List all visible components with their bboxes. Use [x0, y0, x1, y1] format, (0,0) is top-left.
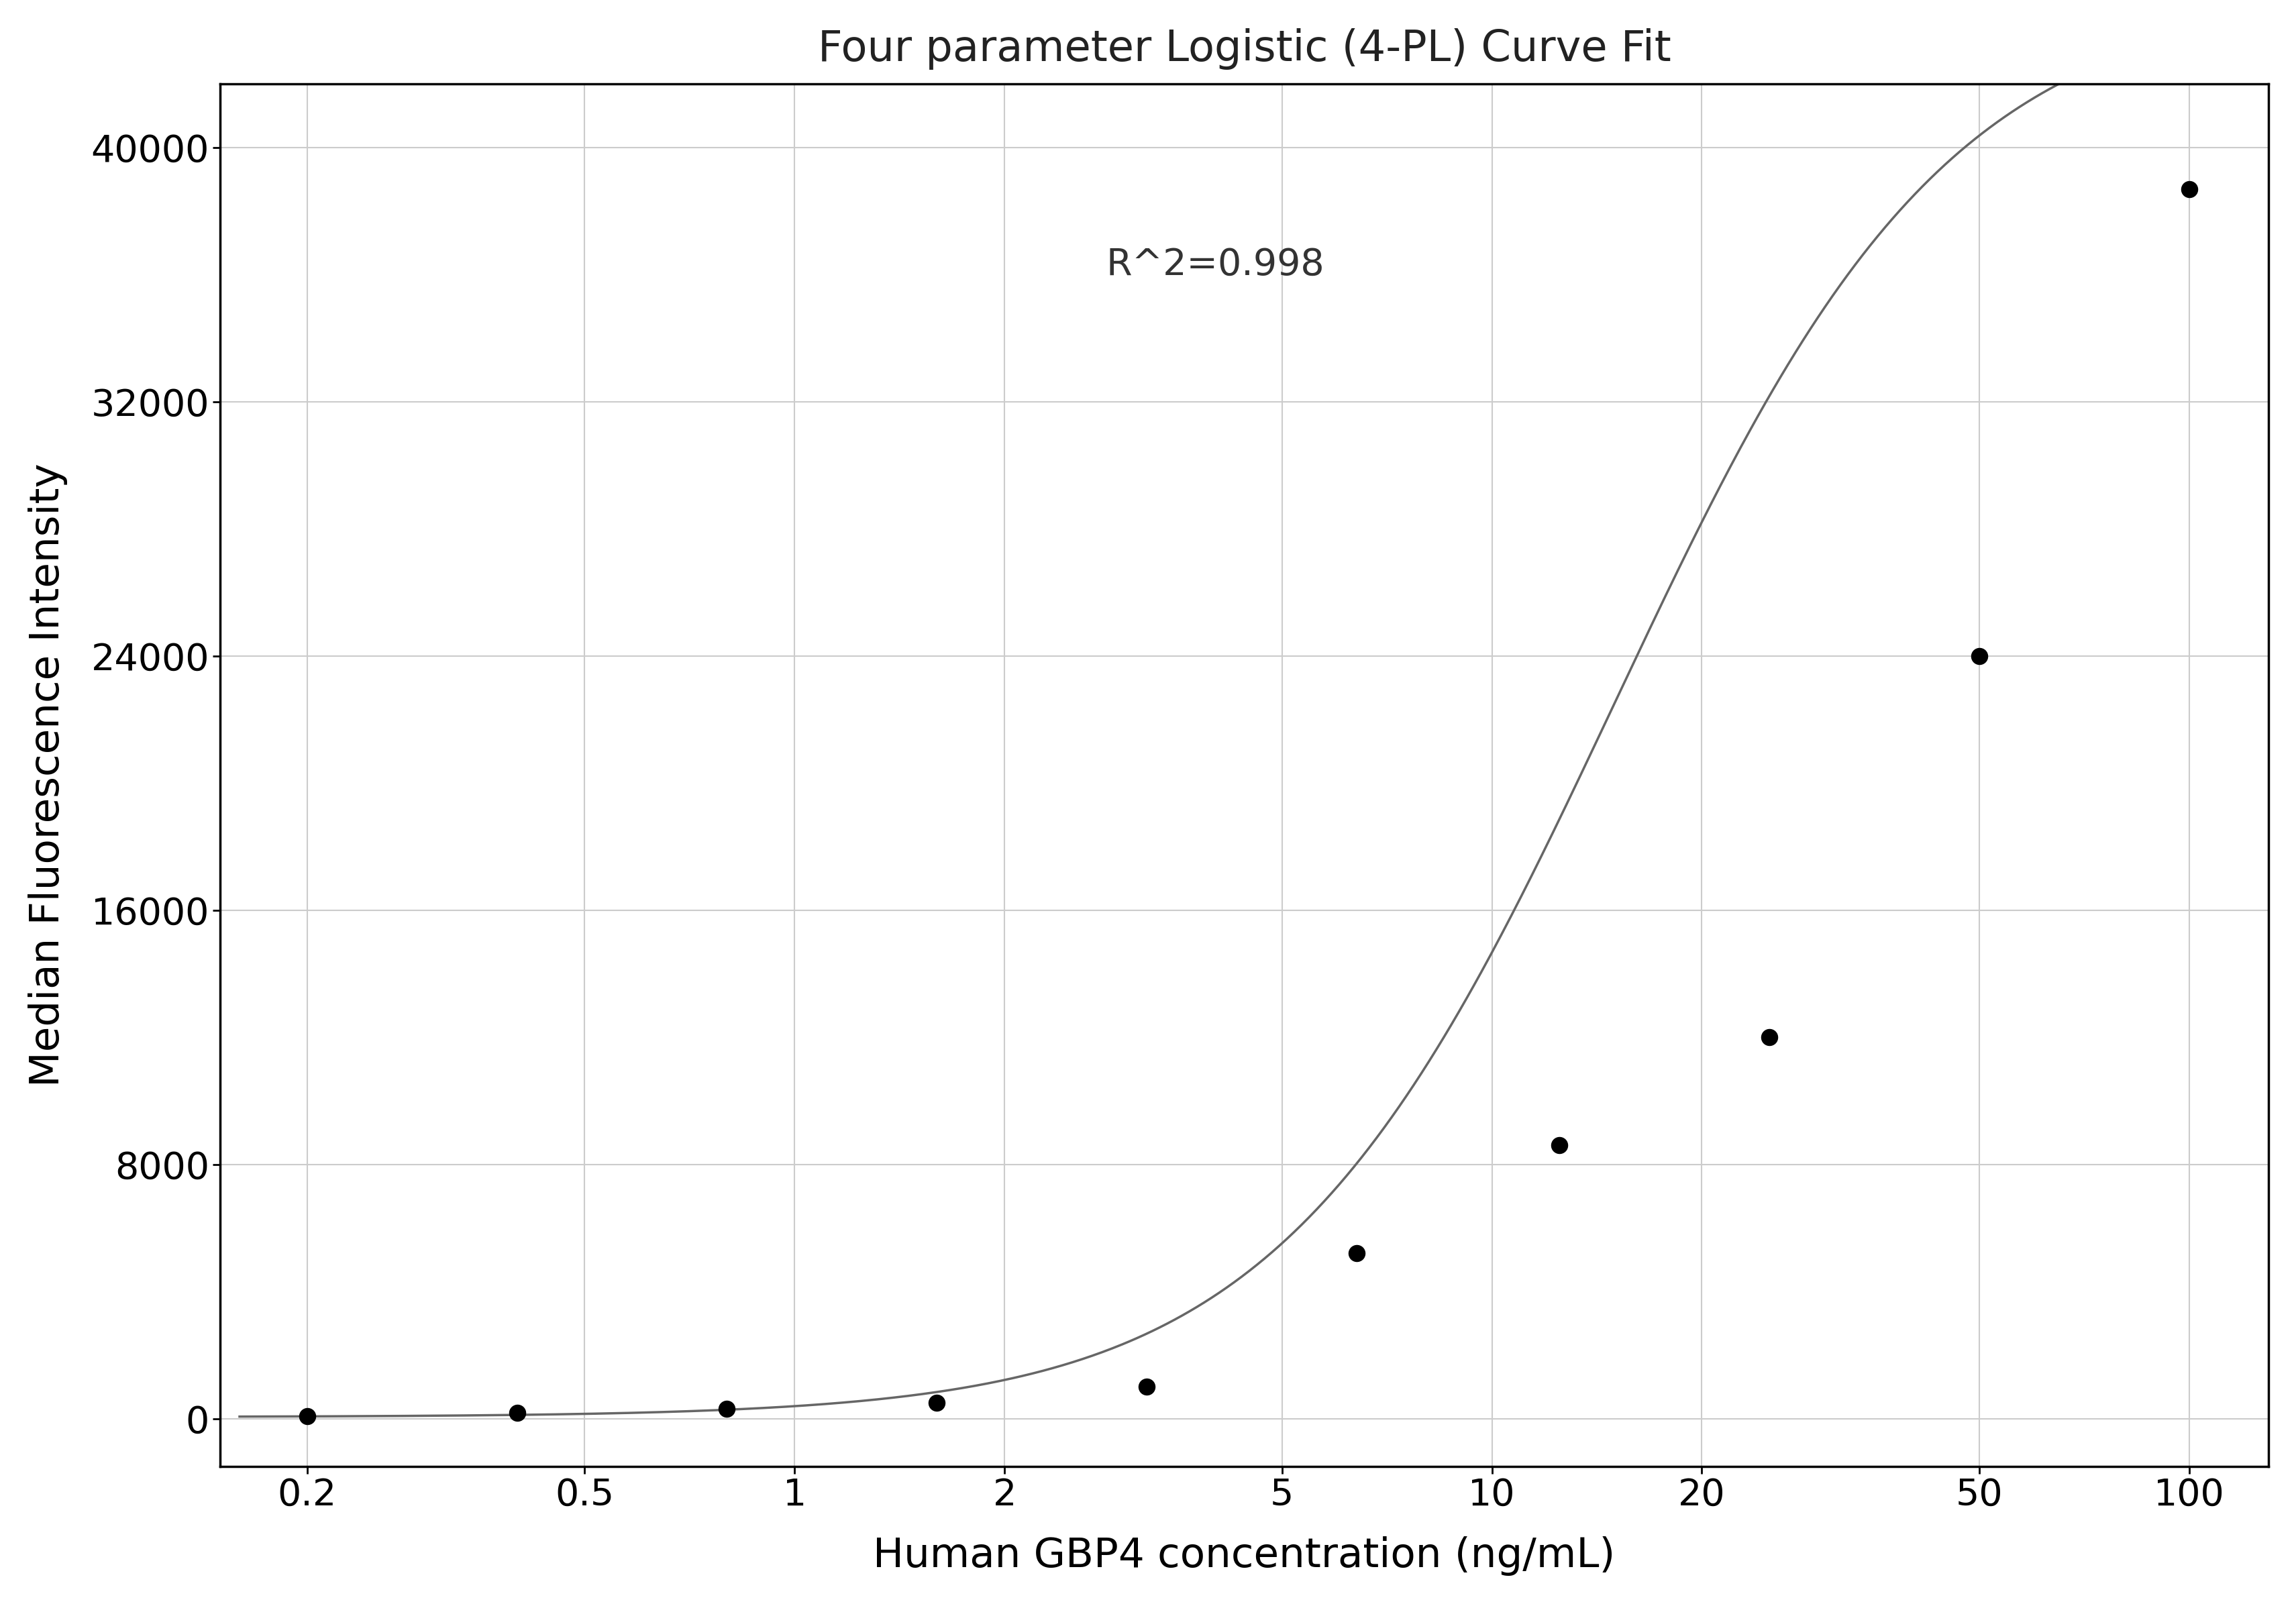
Point — [2170, 176, 2206, 202]
Point — [709, 1395, 746, 1421]
Point — [289, 1404, 326, 1429]
Point — [1750, 1025, 1786, 1051]
Point — [1127, 1375, 1164, 1400]
Title: Four parameter Logistic (4-PL) Curve Fit: Four parameter Logistic (4-PL) Curve Fit — [817, 27, 1671, 69]
Point — [1961, 643, 1998, 669]
Y-axis label: Median Fluorescence Intensity: Median Fluorescence Intensity — [28, 464, 67, 1088]
Point — [498, 1400, 535, 1426]
Point — [918, 1389, 955, 1415]
X-axis label: Human GBP4 concentration (ng/mL): Human GBP4 concentration (ng/mL) — [872, 1537, 1614, 1577]
Text: R^2=0.998: R^2=0.998 — [1107, 247, 1325, 282]
Point — [1339, 1240, 1375, 1266]
Point — [1541, 1132, 1577, 1158]
